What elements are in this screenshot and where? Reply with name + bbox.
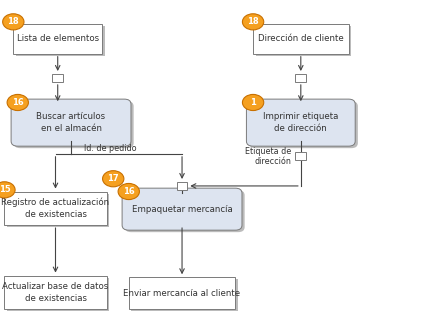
FancyBboxPatch shape (7, 278, 109, 311)
FancyBboxPatch shape (11, 99, 131, 146)
Text: Registro de actualización
de existencias: Registro de actualización de existencias (1, 198, 110, 219)
Bar (296, 74, 306, 82)
Circle shape (242, 14, 264, 30)
FancyBboxPatch shape (129, 277, 235, 309)
FancyBboxPatch shape (16, 26, 105, 56)
Text: Actualizar base de datos
de existencias: Actualizar base de datos de existencias (2, 282, 109, 303)
FancyBboxPatch shape (4, 192, 107, 225)
Text: 15: 15 (0, 185, 10, 194)
FancyBboxPatch shape (246, 99, 355, 146)
FancyBboxPatch shape (7, 194, 109, 227)
Circle shape (242, 94, 264, 111)
Text: 17: 17 (107, 174, 119, 183)
Bar (52, 74, 63, 82)
Text: 1: 1 (250, 98, 256, 107)
FancyBboxPatch shape (253, 24, 349, 54)
FancyBboxPatch shape (4, 276, 107, 309)
FancyBboxPatch shape (14, 101, 134, 148)
Text: Lista de elementos: Lista de elementos (17, 34, 99, 43)
Text: Imprimir etiqueta
de dirección: Imprimir etiqueta de dirección (263, 112, 338, 133)
Text: 18: 18 (247, 17, 259, 26)
Text: Enviar mercancía al cliente: Enviar mercancía al cliente (123, 289, 241, 298)
Text: Empaquetar mercancía: Empaquetar mercancía (132, 205, 232, 214)
FancyBboxPatch shape (122, 188, 242, 230)
Circle shape (118, 183, 139, 200)
Text: Id. de pedido: Id. de pedido (84, 144, 137, 153)
FancyBboxPatch shape (125, 190, 245, 232)
Circle shape (0, 182, 15, 198)
Text: 16: 16 (12, 98, 24, 107)
FancyBboxPatch shape (249, 101, 358, 148)
Circle shape (103, 171, 124, 187)
FancyBboxPatch shape (256, 26, 351, 56)
Text: Etiqueta de
dirección: Etiqueta de dirección (245, 146, 291, 166)
Text: 18: 18 (8, 17, 19, 26)
Text: 16: 16 (123, 187, 135, 196)
Text: Buscar artículos
en el almacén: Buscar artículos en el almacén (36, 112, 106, 133)
Bar (296, 152, 306, 160)
Circle shape (7, 94, 28, 111)
Bar (177, 182, 187, 190)
FancyBboxPatch shape (13, 24, 102, 54)
FancyBboxPatch shape (131, 279, 238, 311)
Circle shape (3, 14, 24, 30)
Text: Dirección de cliente: Dirección de cliente (258, 34, 344, 43)
